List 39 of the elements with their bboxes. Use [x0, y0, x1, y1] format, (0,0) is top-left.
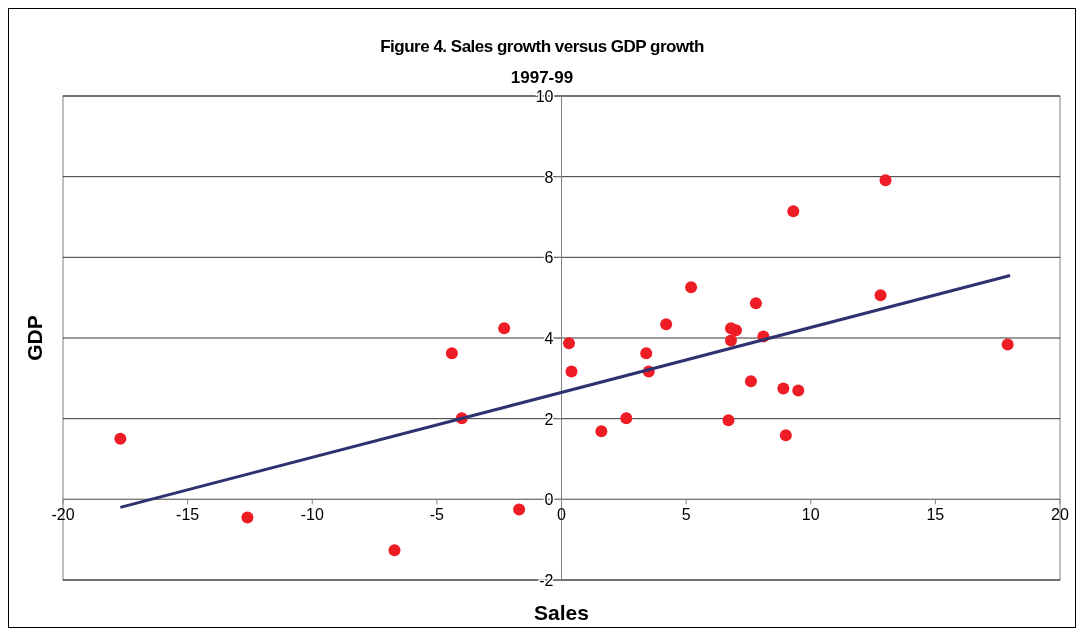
point — [595, 425, 608, 438]
x-tick-label: -10 — [300, 506, 324, 524]
point — [445, 347, 458, 360]
x-tick-label: -15 — [176, 506, 200, 524]
point — [874, 289, 887, 302]
x-axis-title: Sales — [534, 601, 589, 624]
point — [498, 322, 511, 335]
chart-subtitle: 1997-99 — [510, 68, 574, 87]
point — [660, 318, 673, 331]
y-axis-title: GDP — [23, 315, 46, 361]
point — [787, 205, 800, 218]
x-tick-label: 15 — [926, 506, 945, 524]
point — [1001, 338, 1014, 351]
point — [620, 412, 633, 425]
point — [513, 503, 526, 516]
chart-title: Figure 4. Sales growth versus GDP growth — [380, 37, 704, 56]
point — [779, 429, 792, 442]
point — [685, 281, 698, 294]
point — [241, 511, 254, 524]
x-tick-label: 5 — [681, 506, 691, 524]
x-tick-label: 20 — [1051, 506, 1069, 524]
x-tick-label: 10 — [801, 506, 820, 524]
y-tick-label: 4 — [544, 330, 554, 347]
x-tick-label: 0 — [557, 506, 567, 524]
point — [777, 382, 790, 395]
y-tick-label: 0 — [544, 491, 554, 509]
point — [388, 544, 401, 557]
point — [749, 297, 762, 310]
point — [724, 334, 737, 347]
point — [114, 432, 127, 445]
point — [792, 384, 805, 397]
point — [565, 365, 578, 378]
point — [722, 414, 735, 427]
point — [744, 375, 757, 388]
point — [879, 174, 892, 187]
x-tick-label: -20 — [51, 506, 75, 524]
x-tick-label: -5 — [429, 506, 445, 524]
point — [640, 347, 653, 360]
point — [562, 337, 575, 350]
